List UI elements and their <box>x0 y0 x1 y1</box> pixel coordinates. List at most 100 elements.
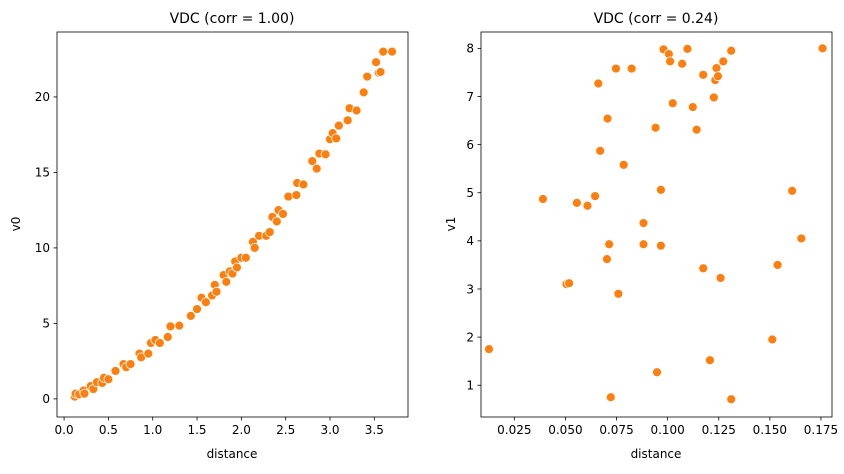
right-data-point-44 <box>787 185 798 196</box>
left-y-tick-label-2: 10 <box>35 241 50 255</box>
right-data-point-41 <box>726 394 737 405</box>
right-y-tick-label-7: 8 <box>466 42 474 56</box>
left-data-point-53 <box>311 163 322 174</box>
right-data-point-12 <box>605 392 616 403</box>
right-axes-frame <box>480 31 833 418</box>
left-x-tick-label-2: 1.0 <box>143 423 162 437</box>
right-y-tick-label-4: 5 <box>466 186 474 200</box>
right-y-tick-label-0: 1 <box>466 379 474 393</box>
right-data-point-30 <box>691 124 702 135</box>
left-x-tick-label-5: 2.5 <box>276 423 295 437</box>
left-data-point-22 <box>165 321 176 332</box>
right-y-tick-label-5: 6 <box>466 138 474 152</box>
right-data-point-14 <box>613 288 624 299</box>
left-data-point-20 <box>154 338 165 348</box>
right-data-point-21 <box>656 240 666 251</box>
left-data-point-23 <box>174 320 185 331</box>
left-data-point-24 <box>185 310 196 321</box>
right-data-point-18 <box>638 239 649 250</box>
right-data-point-45 <box>796 233 807 244</box>
left-data-point-43 <box>264 227 275 237</box>
left-axes-frame <box>56 31 409 418</box>
left-data-point-67 <box>375 67 386 77</box>
left-x-tick-label-0: 0.0 <box>55 423 74 437</box>
left-data-point-48 <box>283 191 294 202</box>
right-data-point-42 <box>767 334 778 345</box>
left-data-point-21 <box>162 332 173 342</box>
left-data-point-47 <box>278 209 288 219</box>
right-y-ticks: 1 2 3 4 5 6 7 8 <box>466 42 481 393</box>
right-data-point-9 <box>602 254 612 265</box>
right-x-tick-label-0: 0.025 <box>497 423 531 437</box>
left-y-tick-label-4: 20 <box>35 90 50 104</box>
left-data-point-60 <box>342 115 353 126</box>
left-data-point-55 <box>320 149 331 160</box>
right-x-tick-label-5: 0.150 <box>753 423 787 437</box>
right-y-axis-label: v1 <box>444 217 458 232</box>
left-data-point-58 <box>331 133 342 144</box>
right-data-point-46 <box>817 43 828 54</box>
left-data-point-62 <box>351 105 362 116</box>
left-data-point-40 <box>249 242 260 253</box>
right-data-point-5 <box>582 200 593 211</box>
left-data-point-64 <box>362 71 373 82</box>
right-data-point-1 <box>538 194 548 204</box>
left-x-tick-label-6: 3.0 <box>320 423 339 437</box>
right-points <box>484 43 828 405</box>
right-y-tick-label-1: 2 <box>466 330 474 344</box>
left-data-point-68 <box>378 46 389 57</box>
right-data-point-39 <box>718 56 729 67</box>
right-x-tick-label-3: 0.100 <box>650 423 684 437</box>
right-data-point-16 <box>626 63 637 74</box>
left-scatter-panel: VDC (corr = 1.00) 0.0 0.5 1.0 1.5 2.0 2.5 3.0 3… <box>9 11 409 461</box>
right-x-axis-label: distance <box>631 447 682 461</box>
right-data-point-10 <box>602 113 613 124</box>
left-y-ticks: 0 5 10 15 20 <box>35 90 57 406</box>
left-data-point-36 <box>232 262 242 273</box>
left-data-point-14 <box>125 359 136 370</box>
left-data-point-45 <box>271 216 282 227</box>
right-data-point-37 <box>713 71 723 82</box>
left-x-ticks: 0.0 0.5 1.0 1.5 2.0 2.5 3.0 3.5 <box>55 417 384 437</box>
left-y-tick-label-0: 0 <box>42 392 50 406</box>
left-x-tick-label-7: 3.5 <box>365 423 384 437</box>
right-x-tick-label-4: 0.125 <box>702 423 736 437</box>
left-x-tick-label-3: 1.5 <box>187 423 206 437</box>
left-y-tick-label-1: 5 <box>42 317 50 331</box>
right-data-point-43 <box>772 260 783 270</box>
left-data-point-27 <box>201 297 211 308</box>
left-data-point-59 <box>333 120 344 131</box>
right-data-point-26 <box>667 98 678 109</box>
right-data-point-19 <box>650 122 661 133</box>
right-data-point-15 <box>618 159 629 170</box>
left-x-axis-label: distance <box>207 447 258 461</box>
left-x-tick-label-1: 0.5 <box>99 423 118 437</box>
right-data-point-6 <box>590 191 600 202</box>
right-data-point-8 <box>595 145 606 156</box>
left-y-axis-label: v0 <box>9 217 23 232</box>
right-data-point-28 <box>682 43 693 54</box>
right-x-tick-label-2: 0.075 <box>599 423 633 437</box>
right-y-tick-label-6: 7 <box>466 90 474 104</box>
right-data-point-13 <box>611 63 621 74</box>
left-data-point-49 <box>291 190 302 200</box>
right-x-tick-label-6: 0.175 <box>804 423 838 437</box>
right-data-point-0 <box>484 344 494 355</box>
right-data-point-11 <box>604 239 615 250</box>
left-x-tick-label-4: 2.0 <box>232 423 251 437</box>
left-data-point-10 <box>103 374 114 385</box>
right-x-tick-label-1: 0.050 <box>548 423 582 437</box>
left-data-point-32 <box>221 276 232 287</box>
left-data-point-4 <box>79 388 90 399</box>
left-data-point-25 <box>192 304 202 314</box>
left-data-point-63 <box>358 87 369 98</box>
right-data-point-3 <box>564 278 575 289</box>
right-data-point-40 <box>726 45 737 56</box>
right-data-point-22 <box>656 184 666 195</box>
left-data-point-30 <box>211 286 222 297</box>
right-y-tick-label-3: 4 <box>466 234 474 248</box>
left-data-point-17 <box>143 348 154 359</box>
left-data-point-65 <box>371 57 381 68</box>
right-chart-title: VDC (corr = 0.24) <box>594 11 719 27</box>
